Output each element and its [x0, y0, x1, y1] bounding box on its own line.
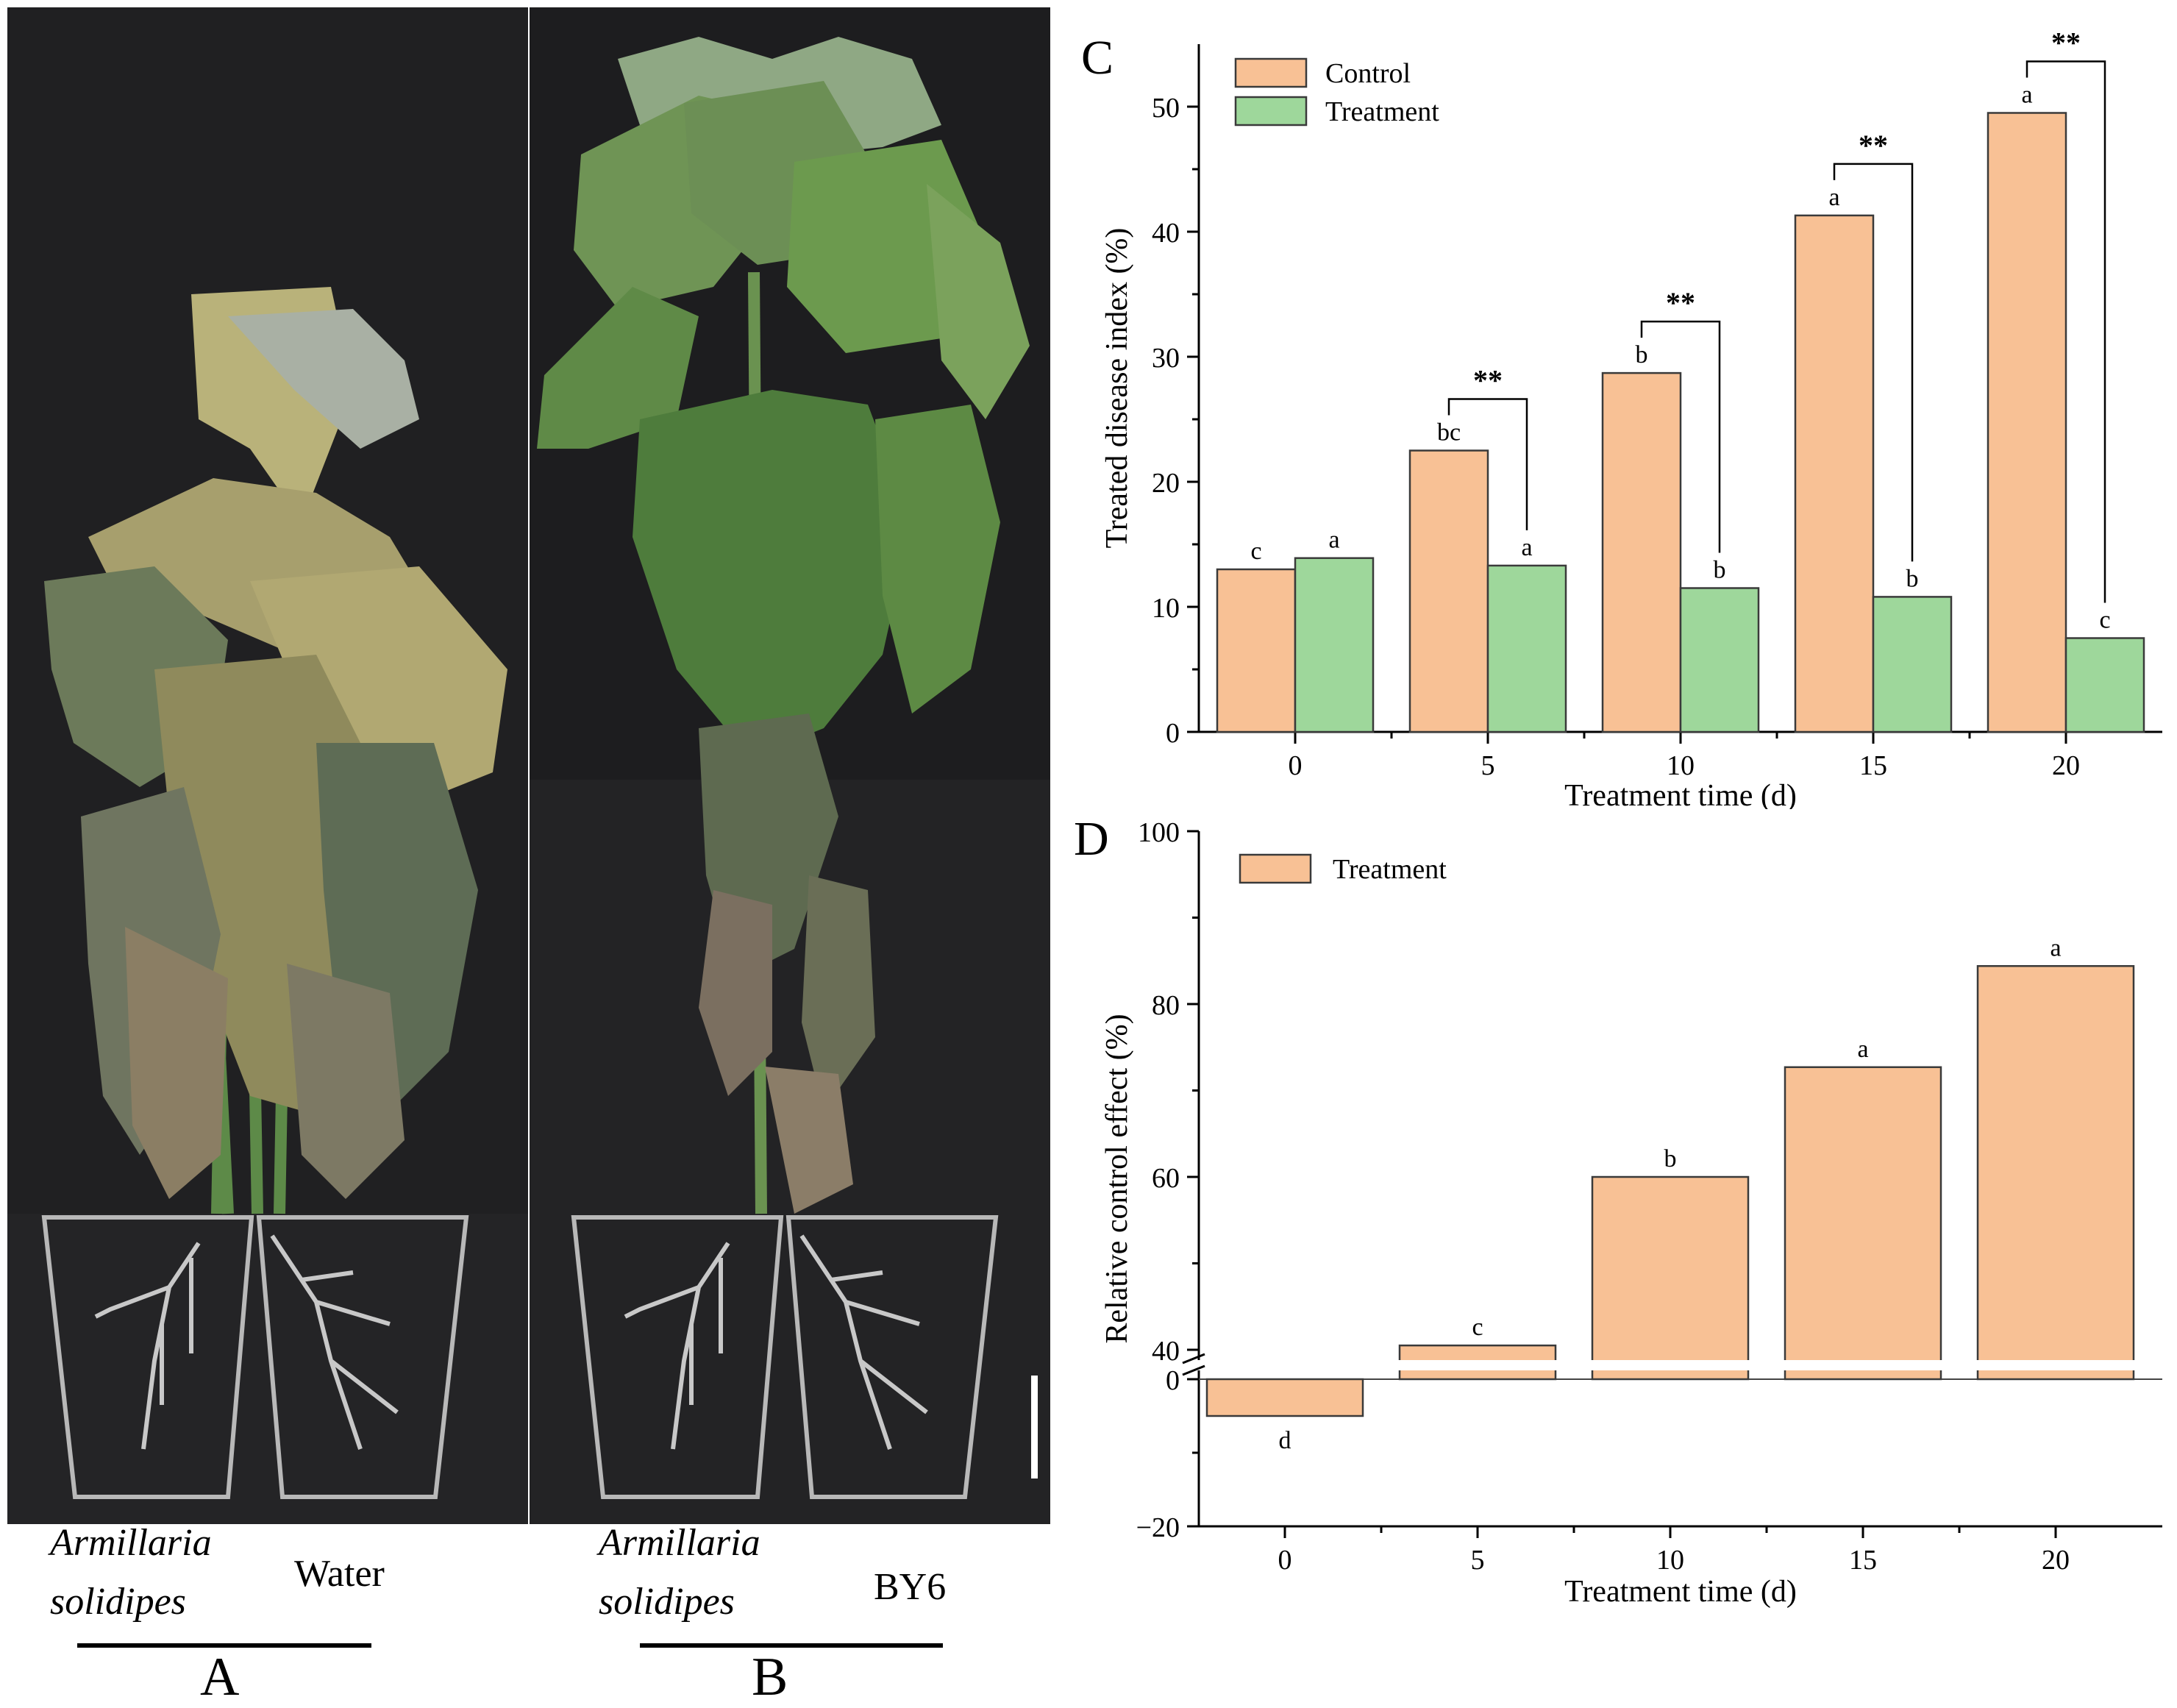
panel-d-letter: D	[1074, 812, 1109, 866]
y-tick-label: 60	[1152, 1163, 1180, 1194]
axis-break-mark-2	[1182, 1364, 1205, 1376]
y-tick-label: 20	[1152, 468, 1180, 499]
x-tick-label: 15	[1849, 1545, 1877, 1576]
panel-a-inoculum-line1: Armillaria	[50, 1522, 212, 1564]
bar-label: a	[2021, 82, 2032, 109]
x-tick-label: 5	[1481, 750, 1495, 781]
y-tick-label: 100	[1138, 817, 1180, 848]
bar-control-20	[1987, 112, 2067, 733]
bar-treatment-10	[1679, 587, 1760, 733]
legend-swatch-control	[1234, 57, 1308, 88]
significance-label: **	[1473, 364, 1503, 397]
y-axis-label: Relative control effect (%)	[1100, 1014, 1134, 1343]
x-tick-label: 15	[1859, 750, 1887, 781]
x-tick-label: 0	[1289, 750, 1303, 781]
bar-treatment-0	[1205, 1378, 1364, 1417]
panel-c-letter: C	[1081, 31, 1114, 85]
bar-treatment-15	[1872, 596, 1953, 733]
bar-treatment-15	[1784, 1066, 1942, 1381]
bar-treatment-20	[1976, 965, 2135, 1381]
panel-b-letter: B	[752, 1647, 788, 1707]
y-tick-label: 0	[1166, 1365, 1180, 1396]
chart-c: C 0 10 20 30 40 50 0 c a 5 bc a ** 10 b b ** 15 a b ** 20 a c ** T…	[1081, 26, 2162, 809]
bar-label: b	[1636, 341, 1648, 369]
bar-label: a	[1521, 534, 1532, 561]
bar-treatment-10	[1591, 1175, 1750, 1381]
bar-label: b	[1664, 1145, 1677, 1173]
bar-label: a	[2050, 934, 2061, 961]
photo-panel-b	[530, 7, 1050, 1524]
bar-treatment-5	[1486, 564, 1567, 733]
panel-a-underline	[77, 1643, 371, 1648]
y-tick-label: 40	[1152, 218, 1180, 249]
x-axis-label: Treatment time (d)	[1564, 1575, 1797, 1609]
panel-b-underline	[640, 1643, 943, 1648]
x-tick-label: 5	[1471, 1545, 1485, 1576]
y-tick-label: 30	[1152, 343, 1180, 374]
y-tick-label: 10	[1152, 593, 1180, 624]
panel-b-inoculum-line2: solidipes	[599, 1581, 735, 1623]
y-tick-label: 40	[1152, 1336, 1180, 1367]
y-tick-label: 0	[1166, 718, 1180, 749]
photo-panel-a	[7, 7, 528, 1524]
x-axis-label: Treatment time (d)	[1564, 779, 1797, 809]
legend-swatch-treatment	[1234, 96, 1308, 127]
panel-b-treatment-label: BY6	[874, 1566, 947, 1608]
panel-a-treatment-label: Water	[294, 1553, 385, 1595]
bar-control-10	[1601, 371, 1682, 733]
legend-label-treatment: Treatment	[1325, 96, 1439, 127]
y-axis-label: Treated disease index (%)	[1100, 228, 1134, 549]
y-tick-label: −20	[1136, 1512, 1180, 1543]
x-tick-label: 20	[2052, 750, 2080, 781]
bar-label: a	[1828, 184, 1839, 211]
bar-label: c	[1250, 538, 1261, 565]
bar-label: c	[2099, 607, 2110, 634]
panel-b-inoculum-line1: Armillaria	[599, 1522, 760, 1564]
x-tick-label: 10	[1656, 1545, 1684, 1576]
scale-bar	[1031, 1376, 1038, 1479]
significance-label: **	[2051, 26, 2081, 60]
axis-break-mark-1	[1182, 1353, 1205, 1364]
bar-treatment-0	[1294, 557, 1375, 733]
legend-swatch-treatment	[1239, 853, 1312, 884]
y-tick-label: 50	[1152, 93, 1180, 124]
x-tick-label: 10	[1667, 750, 1695, 781]
x-tick-label: 0	[1278, 1545, 1292, 1576]
bar-control-5	[1408, 449, 1489, 733]
significance-bracket-5	[1447, 398, 1528, 530]
legend-label-control: Control	[1325, 58, 1411, 89]
y-tick-label: 80	[1152, 990, 1180, 1021]
axis-break-band	[1177, 1360, 2170, 1370]
bar-label: b	[1906, 565, 1919, 592]
bar-label: a	[1328, 527, 1339, 554]
panel-a-letter: A	[200, 1647, 240, 1707]
bar-label: a	[1857, 1036, 1868, 1063]
significance-bracket-15	[1833, 163, 1914, 562]
bar-label: bc	[1437, 419, 1461, 446]
bar-label: d	[1279, 1427, 1291, 1454]
legend-label-treatment: Treatment	[1333, 854, 1447, 885]
significance-bracket-20	[2025, 60, 2106, 603]
significance-label: **	[1666, 286, 1695, 319]
x-tick-label: 20	[2042, 1545, 2070, 1576]
bar-label: c	[1472, 1314, 1483, 1341]
bar-label: b	[1714, 557, 1726, 584]
bar-control-15	[1794, 214, 1875, 733]
significance-bracket-10	[1640, 320, 1721, 553]
bar-control-0	[1216, 568, 1297, 733]
significance-label: **	[1859, 129, 1888, 162]
panel-a-inoculum-line2: solidipes	[50, 1581, 186, 1623]
bar-treatment-20	[2064, 637, 2145, 733]
